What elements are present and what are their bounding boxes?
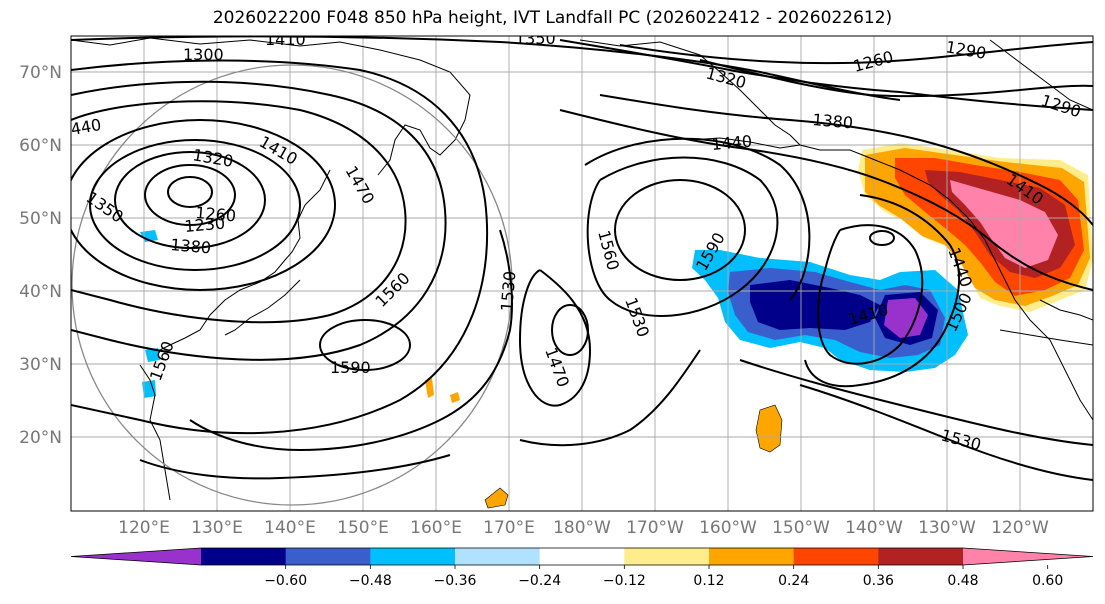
- contour-label: 1300: [183, 45, 224, 64]
- lon-label: 170°E: [483, 518, 535, 538]
- lon-label: 160°E: [410, 518, 462, 538]
- colorbar-tick-label: 0.12: [693, 573, 724, 589]
- lon-label: 180°W: [553, 518, 611, 538]
- contour-label: 1380: [170, 235, 212, 257]
- contour-label: 1230: [184, 214, 226, 236]
- ivt-negative-anomaly: [140, 230, 968, 398]
- colorbar-segment: [370, 548, 456, 565]
- colorbar-tick-label: 0.48: [947, 573, 978, 589]
- lat-label: 70°N: [19, 63, 62, 83]
- contour-label: 1440: [711, 132, 753, 154]
- colorbar-extend-low: [71, 548, 201, 565]
- colorbar-tick-label: −0.36: [434, 573, 477, 589]
- longitude-labels: 120°E 130°E 140°E 150°E 160°E 170°E 180°…: [118, 518, 1049, 538]
- lon-label: 140°W: [845, 518, 903, 538]
- latitude-labels: 70°N 60°N 50°N 40°N 30°N 20°N: [19, 63, 62, 448]
- height-contours: [71, 36, 1093, 481]
- lon-label: 120°W: [991, 518, 1049, 538]
- colorbar-extend-high: [963, 548, 1093, 565]
- lat-label: 60°N: [19, 136, 62, 156]
- map-title: 2026022200 F048 850 hPa height, IVT Land…: [212, 8, 893, 28]
- lon-label: 150°E: [337, 518, 389, 538]
- colorbar-tick-label: 0.24: [778, 573, 809, 589]
- lon-label: 130°W: [918, 518, 976, 538]
- lon-label: 140°E: [264, 518, 316, 538]
- contour-label: 1590: [330, 358, 371, 377]
- lat-label: 50°N: [19, 209, 62, 229]
- colorbar-segment: [878, 548, 964, 565]
- colorbar-segment: [793, 548, 879, 565]
- lat-label: 30°N: [19, 355, 62, 375]
- contour-label: 1380: [812, 110, 854, 132]
- lon-label: 160°W: [699, 518, 757, 538]
- colorbar-segment: [285, 548, 371, 565]
- colorbar-tick-label: −0.24: [518, 573, 561, 589]
- contour-label: 1350: [515, 29, 556, 48]
- map-frame: [70, 35, 1094, 512]
- lon-label: 170°W: [626, 518, 684, 538]
- colorbar: −0.60 −0.48 −0.36 −0.24 −0.12 0.12 0.24 0.36 0.4…: [70, 547, 1094, 589]
- lon-label: 120°E: [118, 518, 170, 538]
- colorbar-tick-label: −0.48: [349, 573, 392, 589]
- colorbar-tick-label: −0.12: [603, 573, 646, 589]
- contour-label: 1410: [265, 30, 306, 49]
- contour-label: 1530: [497, 270, 519, 312]
- colorbar-segment: [539, 548, 625, 565]
- colorbar-tick-label: 0.36: [863, 573, 894, 589]
- ivt-positive-anomaly: [425, 143, 1093, 509]
- colorbar-tick-label: 0.60: [1032, 573, 1063, 589]
- colorbar-segment: [624, 548, 710, 565]
- colorbar-segment: [201, 548, 287, 565]
- coastlines: [71, 37, 1093, 501]
- colorbar-segment: [709, 548, 795, 565]
- lon-label: 130°E: [191, 518, 243, 538]
- colorbar-segment: [455, 548, 541, 565]
- colorbar-outline: [70, 547, 1094, 566]
- lat-label: 40°N: [19, 282, 62, 302]
- lat-label: 20°N: [19, 428, 62, 448]
- contour-label: 1260: [195, 203, 237, 225]
- lon-label: 150°W: [772, 518, 830, 538]
- colorbar-tick-label: −0.60: [264, 573, 307, 589]
